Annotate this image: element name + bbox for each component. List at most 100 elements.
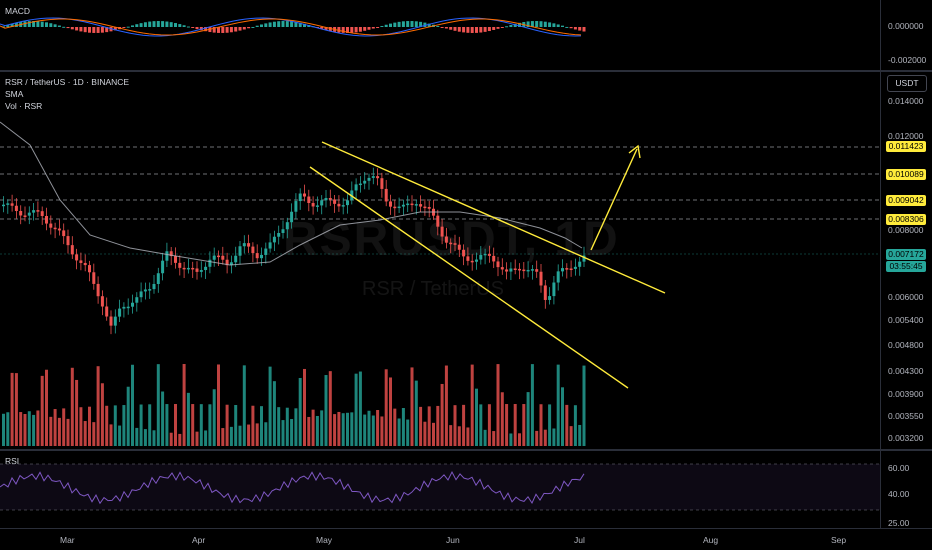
macd-histogram-bar (242, 27, 246, 30)
macd-histogram-bar (320, 27, 324, 29)
symbol-title[interactable]: RSR / TetherUS · 1D · BINANCE (5, 77, 130, 87)
volume-bar (530, 364, 534, 446)
volume-bar (290, 419, 294, 446)
sma-legend[interactable]: SMA (5, 89, 24, 99)
candle-body (500, 267, 504, 270)
volume-bar (148, 404, 152, 446)
rsi-line (0, 470, 585, 505)
macd-histogram-bar (36, 21, 40, 27)
macd-histogram-bar (49, 23, 53, 27)
macd-histogram-bar (552, 23, 556, 27)
macd-histogram-bar (569, 27, 573, 29)
candle-body (436, 215, 440, 227)
candle-body (191, 267, 195, 270)
macd-histogram-bar (423, 22, 427, 27)
candle-body (148, 289, 152, 291)
macd-histogram-bar (152, 21, 156, 27)
candle-body (10, 203, 14, 206)
macd-histogram-bar (62, 26, 66, 28)
candle-body (393, 206, 397, 209)
macd-histogram-bar (229, 27, 233, 33)
macd-histogram-bar (40, 21, 44, 27)
volume-bar (513, 404, 517, 446)
macd-histogram-bar (513, 23, 517, 27)
candle-body (161, 260, 165, 274)
volume-bar (45, 369, 48, 446)
volume-bar (315, 415, 319, 446)
candle-body (83, 262, 87, 266)
macd-histogram-bar (470, 27, 474, 33)
volume-bar (272, 381, 276, 446)
macd-histogram-bar (298, 22, 302, 27)
candle-body (272, 236, 276, 243)
macd-histogram-bar (6, 25, 10, 27)
macd-histogram-bar (199, 27, 203, 31)
volume-bar (548, 404, 552, 446)
candle-body (156, 273, 160, 284)
volume-bar (66, 418, 70, 446)
macd-histogram-bar (169, 22, 173, 27)
volume-bar (88, 406, 91, 446)
macd-tick-1: -0.002000 (888, 55, 927, 65)
volume-bar (281, 420, 285, 446)
rsi-tick: 40.00 (888, 489, 910, 499)
volume-bar (178, 433, 182, 446)
volume-bar (122, 405, 126, 446)
month-label: Jun (446, 535, 460, 545)
candle-body (505, 269, 509, 272)
candle-body (92, 272, 96, 284)
volume-bar (423, 421, 427, 446)
macd-histogram-bar (384, 24, 388, 27)
macd-histogram-bar (324, 27, 328, 30)
volume-bar (371, 415, 375, 446)
volume-bar (466, 427, 470, 446)
macd-histogram-bar (165, 21, 169, 27)
candle-body (298, 193, 302, 202)
candle-body (40, 211, 44, 216)
level-tag-0[interactable]: 0.011423 (886, 141, 926, 152)
macd-histogram-bar (496, 27, 500, 29)
candle-body (49, 223, 53, 228)
macd-histogram-bar (135, 24, 139, 27)
macd-histogram-bar (444, 27, 448, 29)
volume-bar (225, 404, 229, 446)
volume-bar (337, 411, 341, 446)
candle-body (513, 268, 517, 271)
candle-body (328, 198, 332, 200)
price-axis[interactable] (880, 0, 932, 528)
month-label: Mar (60, 535, 75, 545)
candle-body (449, 242, 453, 245)
chart-canvas[interactable] (0, 0, 880, 528)
candle-body (199, 270, 203, 272)
volume-bar (298, 377, 302, 446)
level-tag-2[interactable]: 0.009042 (886, 195, 926, 206)
volume-bar (105, 405, 109, 446)
candle-body (401, 204, 405, 207)
level-tag-3[interactable]: 0.008306 (886, 214, 926, 225)
price-tick: 0.014000 (888, 96, 924, 106)
macd-histogram-bar (487, 27, 491, 32)
last-price-tag[interactable]: 0.007172 (886, 249, 926, 260)
macd-histogram-bar (328, 27, 332, 32)
macd-histogram-bar (66, 27, 70, 29)
candle-body (341, 205, 345, 207)
month-label: Sep (831, 535, 847, 545)
macd-histogram-bar (57, 25, 61, 27)
macd-histogram-bar (376, 27, 380, 28)
volume-bar (27, 411, 31, 446)
pane-separator[interactable] (0, 449, 932, 451)
currency-button[interactable]: USDT (887, 75, 927, 92)
macd-histogram-bar (251, 26, 255, 28)
candle-body (178, 262, 182, 268)
volume-bar (380, 416, 384, 446)
candle-body (75, 254, 79, 261)
candle-body (358, 183, 362, 186)
level-tag-1[interactable]: 0.010089 (886, 169, 926, 180)
macd-histogram-bar (122, 27, 126, 28)
candle-body (139, 291, 143, 298)
candle-body (281, 229, 285, 234)
candle-body (109, 316, 113, 326)
volume-legend[interactable]: Vol · RSR (5, 101, 43, 111)
volume-bar (556, 364, 560, 446)
pane-separator[interactable] (0, 70, 932, 72)
